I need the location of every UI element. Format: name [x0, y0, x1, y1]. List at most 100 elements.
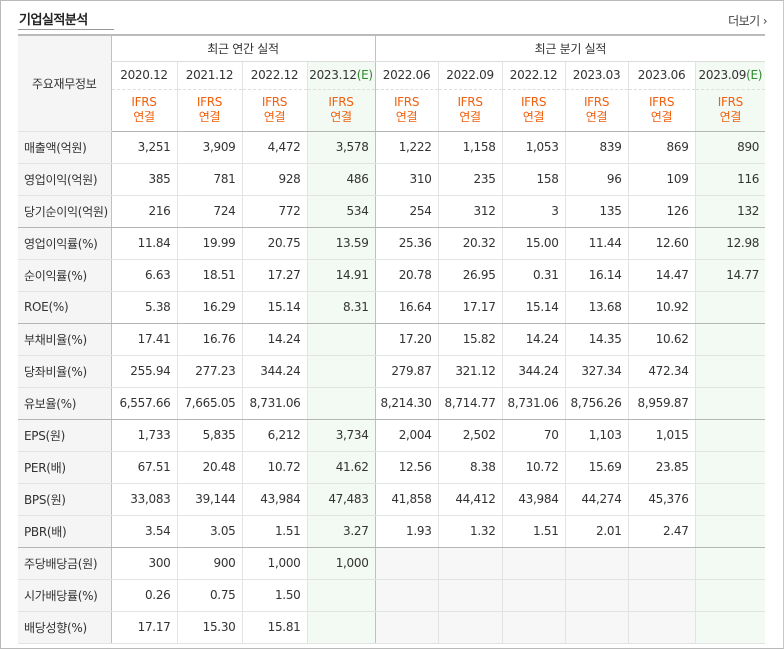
value-cell: [374, 611, 439, 644]
value-cell: 1,015: [627, 419, 696, 452]
consolidated-label: 연결: [395, 110, 418, 124]
value-cell: 255.94: [110, 355, 177, 388]
value-cell: [694, 483, 766, 516]
value-cell: 8,959.87: [627, 387, 696, 420]
value-cell: [501, 611, 566, 644]
period-header: 2022.12: [501, 61, 566, 90]
row-label: 당기순이익(억원): [18, 195, 111, 228]
table-row: 시가배당률(%) 0.26 0.75 1.50: [18, 579, 766, 612]
table-row: EPS(원) 1,733 5,835 6,212 3,734 2,004 2,502 70 1,…: [18, 419, 766, 452]
estimate-mark: (E): [356, 68, 373, 82]
value-cell: 312: [437, 195, 503, 228]
value-cell: 724: [176, 195, 242, 228]
value-cell: 3.05: [176, 515, 242, 548]
value-cell: 18.51: [176, 259, 242, 292]
value-cell: [501, 547, 566, 580]
row-label: 영업이익률(%): [18, 227, 111, 260]
value-cell: 15.82: [437, 323, 503, 356]
value-cell: 1,053: [501, 131, 566, 164]
value-cell: [694, 547, 766, 580]
more-label: 더보기: [728, 14, 760, 28]
value-cell: [694, 451, 766, 484]
value-cell: [694, 515, 766, 548]
ifrs-badge: IFRS 연결: [374, 89, 439, 132]
value-cell: 1,733: [110, 419, 177, 452]
ifrs-label: IFRS: [457, 95, 483, 109]
period-header: 2022.06: [374, 61, 439, 90]
value-cell: [564, 579, 629, 612]
value-cell: 1,000: [306, 547, 376, 580]
ifrs-label: IFRS: [196, 95, 223, 109]
title-underline: [18, 29, 114, 30]
ifrs-badge: IFRS 연결: [241, 89, 307, 132]
consolidated-label: 연결: [522, 110, 545, 124]
value-cell: 16.14: [564, 259, 629, 292]
value-cell: 17.17: [110, 611, 177, 644]
value-cell: 3,734: [306, 419, 376, 452]
ifrs-label: IFRS: [261, 95, 288, 109]
estimate-mark: (E): [746, 68, 763, 82]
ifrs-badge: IFRS 연결: [694, 89, 766, 132]
quarter-group-header: 최근 분기 실적: [374, 34, 766, 62]
ifrs-badge: IFRS 연결: [306, 89, 376, 132]
value-cell: 10.72: [501, 451, 566, 484]
value-cell: 0.26: [110, 579, 177, 612]
period-label: 2022.09: [446, 68, 494, 82]
value-cell: 17.17: [437, 291, 503, 324]
value-cell: 0.31: [501, 259, 566, 292]
value-cell: 534: [306, 195, 376, 228]
value-cell: 216: [110, 195, 177, 228]
value-cell: 44,412: [437, 483, 503, 516]
value-cell: [374, 579, 439, 612]
row-label: 매출액(억원): [18, 131, 111, 164]
value-cell: 1.93: [374, 515, 439, 548]
value-cell: 45,376: [627, 483, 696, 516]
value-cell: [694, 579, 766, 612]
more-link[interactable]: 더보기 ›: [728, 12, 767, 29]
value-cell: 20.75: [241, 227, 307, 260]
value-cell: 2.47: [627, 515, 696, 548]
value-cell: 26.95: [437, 259, 503, 292]
value-cell: 135: [564, 195, 629, 228]
value-cell: 132: [694, 195, 766, 228]
value-cell: 310: [374, 163, 439, 196]
value-cell: 126: [627, 195, 696, 228]
row-label: ROE(%): [18, 291, 111, 324]
ifrs-label: IFRS: [583, 95, 610, 109]
value-cell: [627, 547, 696, 580]
consolidated-label: 연결: [330, 110, 352, 124]
row-label: PBR(배): [18, 515, 111, 548]
consolidated-label: 연결: [133, 110, 155, 124]
value-cell: [694, 611, 766, 644]
value-cell: 14.24: [501, 323, 566, 356]
value-cell: 8,756.26: [564, 387, 629, 420]
chevron-right-icon: ›: [762, 14, 768, 28]
row-label: 유보율(%): [18, 387, 111, 420]
ifrs-badge: IFRS 연결: [437, 89, 503, 132]
value-cell: 14.24: [241, 323, 307, 356]
value-cell: 2,502: [437, 419, 503, 452]
value-cell: 300: [110, 547, 177, 580]
value-cell: 3: [501, 195, 566, 228]
financial-table: 주요재무정보 최근 연간 실적 최근 분기 실적 2020.12 2021.12 2022…: [18, 34, 766, 644]
value-cell: 5,835: [176, 419, 242, 452]
period-label: 2022.12: [509, 68, 558, 82]
consolidated-label: 연결: [585, 110, 608, 124]
value-cell: [694, 291, 766, 324]
row-label: 순이익률(%): [18, 259, 111, 292]
table-row: 당기순이익(억원) 216 724 772 534 254 312 3 135 126 132: [18, 195, 766, 228]
value-cell: 10.92: [627, 291, 696, 324]
value-cell: 839: [564, 131, 629, 164]
value-cell: 20.78: [374, 259, 439, 292]
table-row: 순이익률(%) 6.63 18.51 17.27 14.91 20.78 26.95 0.31…: [18, 259, 766, 292]
period-header: 2023.06: [627, 61, 696, 90]
period-label: 2022.06: [382, 68, 431, 82]
value-cell: 8,731.06: [241, 387, 307, 420]
value-cell: 277.23: [176, 355, 242, 388]
value-cell: 14.77: [694, 259, 766, 292]
value-cell: 900: [176, 547, 242, 580]
row-label: 주당배당금(원): [18, 547, 111, 580]
value-cell: 19.99: [176, 227, 242, 260]
value-cell: [306, 579, 376, 612]
ifrs-badge: IFRS 연결: [501, 89, 566, 132]
